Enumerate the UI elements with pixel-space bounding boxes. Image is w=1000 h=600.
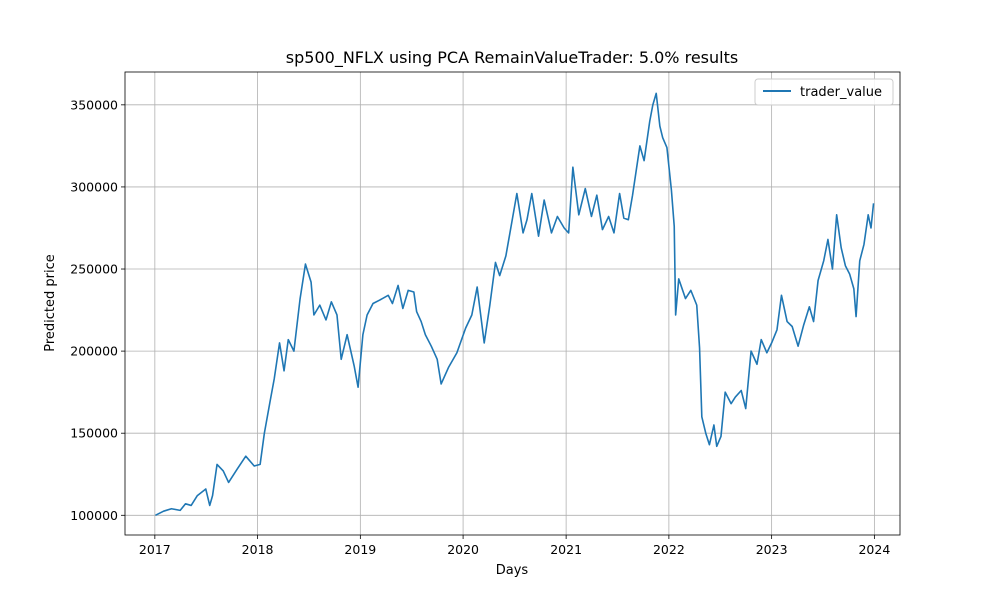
x-tick-label: 2017 xyxy=(139,542,171,557)
x-tick-label: 2021 xyxy=(550,542,582,557)
x-gridlines xyxy=(154,72,875,535)
y-gridlines xyxy=(125,104,900,516)
x-tick-label: 2018 xyxy=(242,542,274,557)
x-tick-label: 2019 xyxy=(344,542,376,557)
y-tick-label: 200000 xyxy=(70,344,118,359)
series-line-trader-value xyxy=(155,92,875,517)
y-axis-label: Predicted price xyxy=(43,254,58,352)
y-tick-label: 150000 xyxy=(70,426,118,441)
x-tick-label: 2024 xyxy=(858,542,890,557)
x-tick-label: 2022 xyxy=(653,542,685,557)
legend-label-trader-value: trader_value xyxy=(800,85,882,100)
x-tick-label: 2020 xyxy=(447,542,479,557)
legend-box xyxy=(754,78,894,106)
y-tick-label: 250000 xyxy=(70,262,118,277)
series-layer xyxy=(155,92,875,517)
y-tick-label: 300000 xyxy=(70,179,118,194)
x-axis-label: Days xyxy=(496,563,529,578)
x-tick-label: 2023 xyxy=(756,542,788,557)
y-axis-ticks: 100000 150000 200000 250000 300000 350000 xyxy=(70,97,125,523)
plot-area-frame xyxy=(124,71,901,536)
chart-title: sp500_NFLX using PCA RemainValueTrader: … xyxy=(286,48,738,68)
legend: trader_value xyxy=(754,78,894,106)
y-tick-label: 100000 xyxy=(70,508,118,523)
x-axis-ticks: 2017 2018 2019 2020 2021 2022 2023 2024 xyxy=(139,535,890,557)
y-tick-label: 350000 xyxy=(70,97,118,112)
